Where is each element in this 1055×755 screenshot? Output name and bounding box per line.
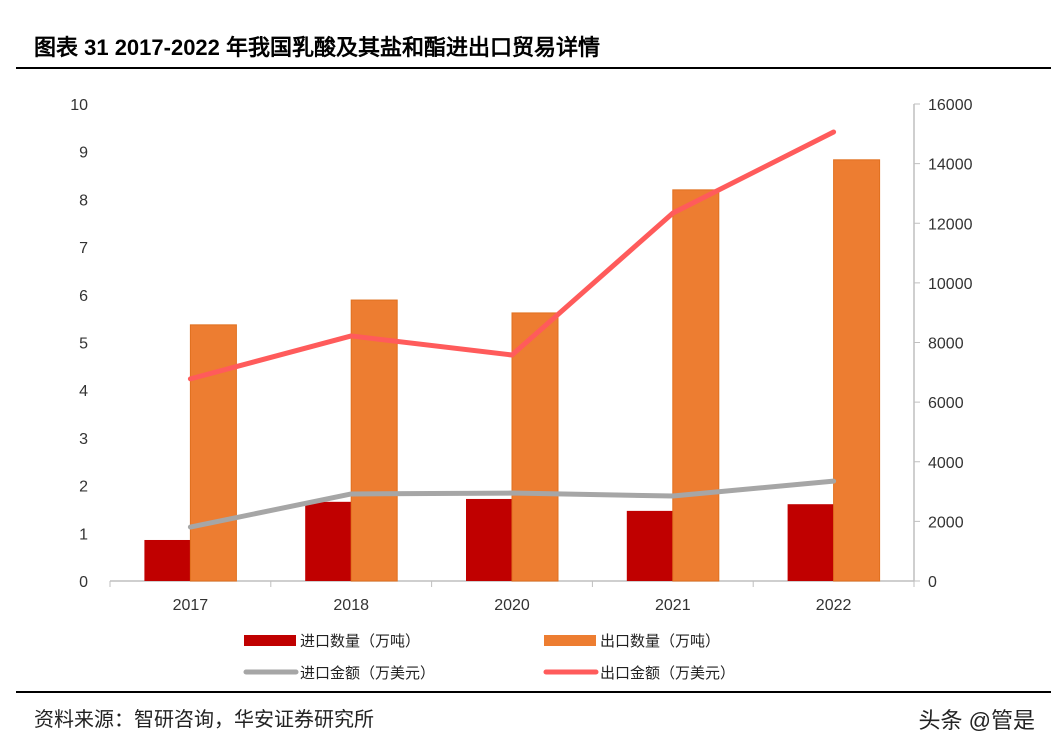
left-y-tick-label: 5 bbox=[79, 336, 88, 353]
x-tick-label: 2022 bbox=[816, 597, 852, 614]
bar-import-qty bbox=[466, 498, 512, 581]
right-y-tick-label: 8000 bbox=[928, 336, 964, 353]
bar-import-qty bbox=[626, 510, 673, 581]
bar-export-qty bbox=[511, 312, 559, 582]
right-y-tick-label: 2000 bbox=[928, 514, 964, 531]
left-y-tick-label: 2 bbox=[79, 479, 88, 496]
legend-label: 出口金额（万美元） bbox=[600, 665, 735, 682]
left-y-tick-label: 0 bbox=[79, 574, 88, 591]
bar-import-qty bbox=[305, 501, 352, 581]
left-y-tick-label: 6 bbox=[79, 288, 88, 305]
bar-import-qty bbox=[144, 539, 191, 581]
legend-swatch bbox=[544, 635, 596, 646]
x-tick-label: 2020 bbox=[494, 597, 530, 614]
watermark: 头条 @管是 bbox=[918, 708, 1035, 733]
bar-export-qty bbox=[833, 159, 881, 582]
right-y-tick-label: 4000 bbox=[928, 455, 964, 472]
left-y-tick-label: 7 bbox=[79, 240, 88, 257]
bar-export-qty bbox=[350, 299, 398, 582]
x-tick-label: 2017 bbox=[173, 597, 209, 614]
legend-label: 出口数量（万吨） bbox=[600, 633, 720, 650]
left-y-tick-label: 9 bbox=[79, 145, 88, 162]
left-y-tick-label: 1 bbox=[79, 526, 88, 543]
left-y-tick-label: 4 bbox=[79, 383, 88, 400]
x-tick-label: 2018 bbox=[333, 597, 369, 614]
chart: 0 1 2 3 4 5 6 7 8 9 10 0 2000 4000 6000 8000 10000 12000 1… bbox=[70, 97, 973, 682]
bar-import-qty bbox=[787, 504, 834, 581]
right-y-tick-label: 0 bbox=[928, 574, 937, 591]
right-y-tick-label: 10000 bbox=[928, 276, 973, 293]
x-tick-label: 2021 bbox=[655, 597, 691, 614]
legend-label: 进口金额（万美元） bbox=[300, 665, 435, 682]
left-y-tick-label: 10 bbox=[70, 97, 88, 114]
right-y-tick-label: 6000 bbox=[928, 395, 964, 412]
bar-export-qty bbox=[189, 324, 237, 582]
title-divider bbox=[16, 67, 1051, 69]
right-y-tick-label: 16000 bbox=[928, 97, 973, 114]
left-y-tick-label: 8 bbox=[79, 192, 88, 209]
bar-export-qty bbox=[672, 189, 720, 582]
chart-title: 图表 31 2017-2022 年我国乳酸及其盐和酯进出口贸易详情 bbox=[34, 35, 601, 60]
right-y-tick-label: 12000 bbox=[928, 216, 973, 233]
footer-divider bbox=[16, 691, 1051, 693]
right-y-tick-label: 14000 bbox=[928, 157, 973, 174]
legend-swatch bbox=[244, 635, 296, 646]
source-note: 资料来源：智研咨询，华安证券研究所 bbox=[34, 707, 374, 731]
legend-label: 进口数量（万吨） bbox=[300, 633, 420, 650]
left-y-tick-label: 3 bbox=[79, 431, 88, 448]
